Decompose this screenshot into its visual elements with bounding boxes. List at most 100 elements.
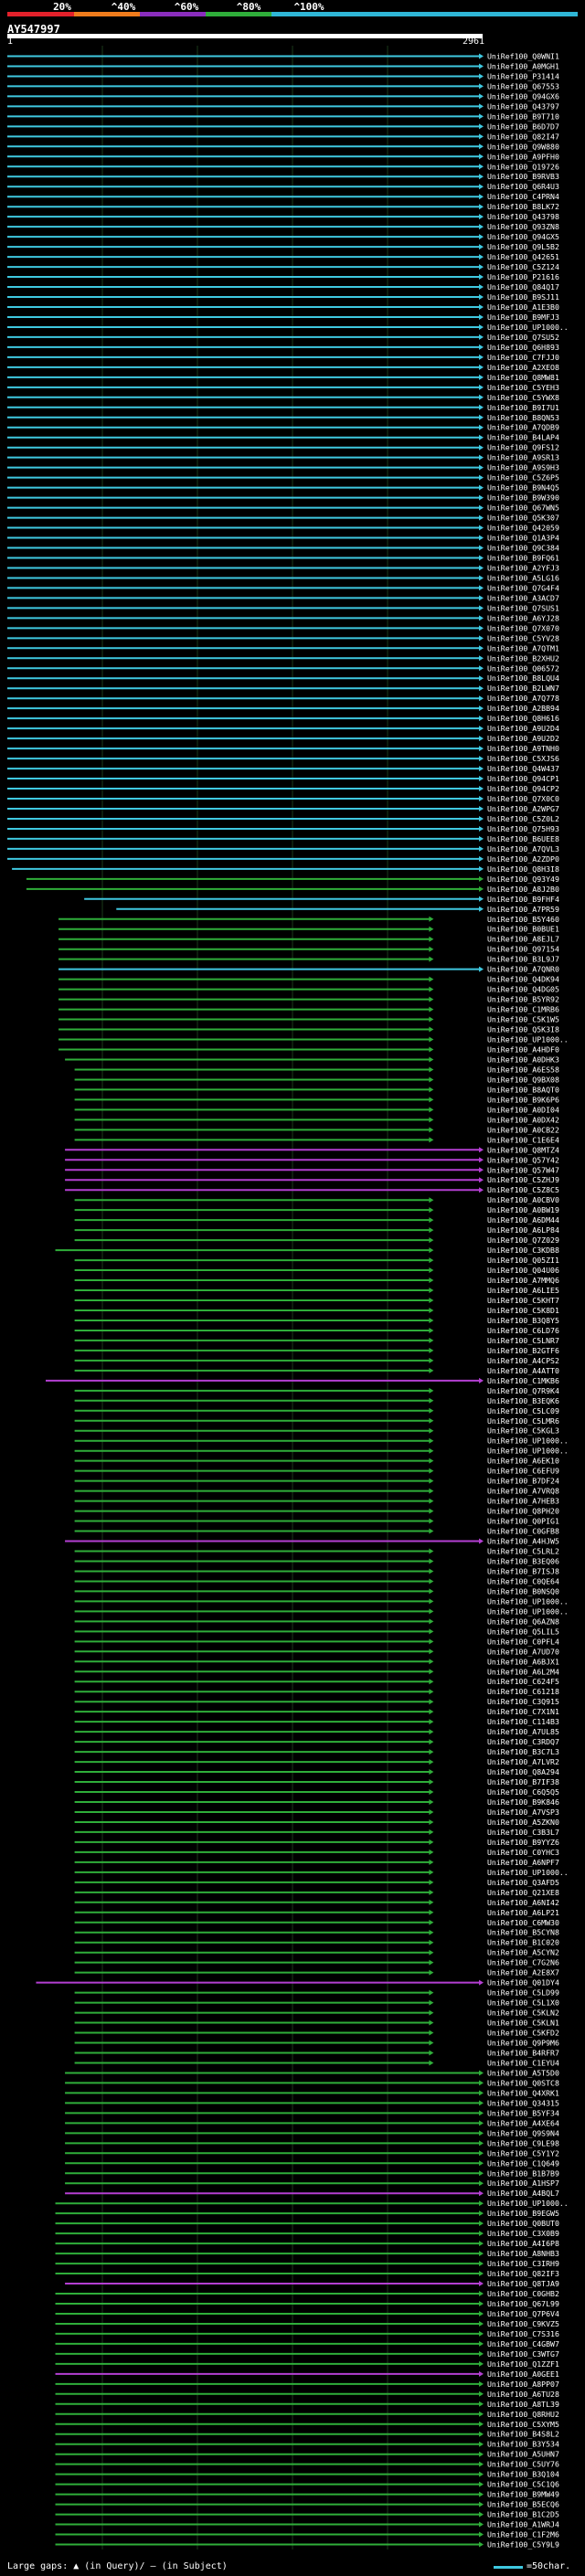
hit-row[interactable]: UniRef100_C5C1Q6: [55, 2480, 559, 2489]
hit-row[interactable]: UniRef100_A6L2M4: [74, 1667, 559, 1676]
hit-label[interactable]: UniRef100_C5KHT7: [487, 1296, 559, 1305]
hit-row[interactable]: UniRef100_Q4XRK1: [65, 2088, 559, 2097]
hit-row[interactable]: UniRef100_A9U2D2: [7, 734, 559, 743]
hit-row[interactable]: UniRef100_A4XE64: [65, 2118, 559, 2127]
hit-label[interactable]: UniRef100_A5CYN2: [487, 1948, 559, 1957]
hit-row[interactable]: UniRef100_C5Z124: [7, 262, 559, 271]
hit-label[interactable]: UniRef100_Q34315: [487, 2098, 559, 2107]
hit-row[interactable]: UniRef100_A7QVL3: [7, 844, 559, 853]
hit-label[interactable]: UniRef100_C5KLN1: [487, 2019, 559, 2028]
hit-label[interactable]: UniRef100_C5Z0L2: [487, 814, 559, 823]
hit-label[interactable]: UniRef100_P21616: [487, 272, 559, 281]
hit-label[interactable]: UniRef100_A8EJL7: [487, 935, 559, 944]
hit-label[interactable]: UniRef100_C7S316: [487, 2329, 559, 2338]
hit-label[interactable]: UniRef100_B9K6P6: [487, 1095, 559, 1104]
hit-row[interactable]: UniRef100_A5UHN7: [55, 2450, 559, 2459]
hit-label[interactable]: UniRef100_Q93ZN8: [487, 222, 559, 231]
hit-label[interactable]: UniRef100_Q94CP1: [487, 774, 559, 783]
hit-label[interactable]: UniRef100_C0QE64: [487, 1576, 559, 1585]
hit-label[interactable]: UniRef100_A3ACD7: [487, 593, 559, 602]
hit-label[interactable]: UniRef100_Q7P6V4: [487, 2309, 559, 2318]
hit-label[interactable]: UniRef100_A0MGH1: [487, 61, 559, 70]
hit-row[interactable]: UniRef100_Q21XE8: [74, 1888, 559, 1897]
hit-label[interactable]: UniRef100_Q5K3I8: [487, 1025, 559, 1034]
hit-label[interactable]: UniRef100_A6ES58: [487, 1065, 559, 1074]
hit-label[interactable]: UniRef100_UP1000..: [487, 323, 569, 332]
hit-label[interactable]: UniRef100_B1C2D5: [487, 2510, 559, 2519]
hit-row[interactable]: UniRef100_A7QNR0: [58, 965, 559, 974]
hit-label[interactable]: UniRef100_Q04U06: [487, 1266, 559, 1275]
hit-label[interactable]: UniRef100_B1C020: [487, 1938, 559, 1947]
hit-row[interactable]: UniRef100_C5YWX8: [7, 393, 559, 402]
hit-label[interactable]: UniRef100_B5CYN8: [487, 1928, 559, 1937]
hit-row[interactable]: UniRef100_Q8RHU2: [55, 2410, 559, 2419]
hit-label[interactable]: UniRef100_C5KFD2: [487, 2029, 559, 2038]
hit-row[interactable]: UniRef100_C5YV28: [7, 633, 559, 642]
hit-label[interactable]: UniRef100_UP1000..: [487, 1447, 569, 1456]
hit-row[interactable]: UniRef100_UP1000..: [58, 1035, 569, 1044]
hit-label[interactable]: UniRef100_A8PP07: [487, 2380, 559, 2389]
hit-label[interactable]: UniRef100_B9N4Q5: [487, 483, 559, 493]
hit-row[interactable]: UniRef100_C7S316: [55, 2329, 559, 2338]
hit-row[interactable]: UniRef100_C5LC09: [74, 1406, 559, 1415]
hit-label[interactable]: UniRef100_Q9S9N4: [487, 2128, 559, 2137]
hit-label[interactable]: UniRef100_C3X0B9: [487, 2229, 559, 2238]
hit-row[interactable]: UniRef100_Q8TJA9: [65, 2279, 559, 2288]
hit-label[interactable]: UniRef100_C9LE98: [487, 2138, 559, 2147]
hit-label[interactable]: UniRef100_A7VSP3: [487, 1807, 559, 1817]
hit-label[interactable]: UniRef100_A0DHK3: [487, 1055, 559, 1064]
hit-row[interactable]: UniRef100_A8J2B0: [26, 885, 559, 894]
hit-row[interactable]: UniRef100_A6DM44: [74, 1215, 559, 1224]
hit-label[interactable]: UniRef100_A0CBV0: [487, 1195, 559, 1204]
hit-label[interactable]: UniRef100_A4I6P8: [487, 2239, 559, 2248]
hit-label[interactable]: UniRef100_C114B3: [487, 1717, 559, 1726]
hit-row[interactable]: UniRef100_Q9S9N4: [65, 2128, 559, 2137]
hit-label[interactable]: UniRef100_Q3AFD5: [487, 1878, 559, 1887]
hit-row[interactable]: UniRef100_A8NHB3: [55, 2249, 559, 2258]
hit-row[interactable]: UniRef100_Q7SU52: [7, 333, 559, 342]
hit-label[interactable]: UniRef100_B5ECQ6: [487, 2500, 559, 2509]
hit-row[interactable]: UniRef100_A6YJ28: [7, 613, 559, 622]
hit-row[interactable]: UniRef100_Q1ZZF1: [55, 2359, 559, 2369]
hit-label[interactable]: UniRef100_A6TU28: [487, 2390, 559, 2399]
hit-label[interactable]: UniRef100_C6EFU9: [487, 1467, 559, 1476]
hit-label[interactable]: UniRef100_C5K1W5: [487, 1015, 559, 1024]
hit-label[interactable]: UniRef100_Q9FS12: [487, 443, 559, 452]
hit-row[interactable]: UniRef100_A0DI04: [74, 1105, 559, 1114]
hit-row[interactable]: UniRef100_B2GTF6: [74, 1346, 559, 1355]
hit-label[interactable]: UniRef100_Q8MW81: [487, 373, 559, 382]
hit-label[interactable]: UniRef100_B8AQT0: [487, 1085, 559, 1094]
hit-label[interactable]: UniRef100_C5Y1Y2: [487, 2148, 559, 2157]
hit-row[interactable]: UniRef100_B9MFJ3: [7, 313, 559, 322]
hit-label[interactable]: UniRef100_A1HSP7: [487, 2178, 559, 2188]
hit-label[interactable]: UniRef100_Q57W47: [487, 1165, 559, 1174]
hit-row[interactable]: UniRef100_C9LE98: [65, 2138, 559, 2147]
hit-row[interactable]: UniRef100_C114B3: [74, 1717, 559, 1726]
hit-row[interactable]: UniRef100_B4RFR7: [74, 2048, 559, 2057]
hit-label[interactable]: UniRef100_A0DI04: [487, 1105, 559, 1114]
hit-label[interactable]: UniRef100_A7QVL3: [487, 844, 559, 853]
hit-row[interactable]: UniRef100_A6NI42: [74, 1898, 559, 1907]
hit-row[interactable]: UniRef100_Q9C384: [7, 544, 559, 553]
hit-row[interactable]: UniRef100_Q43797: [7, 101, 559, 111]
hit-label[interactable]: UniRef100_Q82IF3: [487, 2269, 559, 2278]
hit-label[interactable]: UniRef100_Q82I47: [487, 132, 559, 141]
hit-label[interactable]: UniRef100_Q4XRK1: [487, 2088, 559, 2097]
hit-label[interactable]: UniRef100_Q4DG05: [487, 985, 559, 994]
hit-label[interactable]: UniRef100_A5LG16: [487, 573, 559, 582]
hit-label[interactable]: UniRef100_C5KGL3: [487, 1426, 559, 1436]
hit-label[interactable]: UniRef100_C5Z6P5: [487, 473, 559, 482]
hit-row[interactable]: UniRef100_Q42059: [7, 524, 559, 533]
hit-row[interactable]: UniRef100_B9K6P6: [74, 1095, 559, 1104]
hit-label[interactable]: UniRef100_A0DX42: [487, 1115, 559, 1124]
hit-row[interactable]: UniRef100_B0BUE1: [58, 925, 559, 934]
hit-row[interactable]: UniRef100_B5Y460: [58, 915, 559, 924]
hit-row[interactable]: UniRef100_B6D7D7: [7, 122, 559, 131]
hit-label[interactable]: UniRef100_Q8PH20: [487, 1507, 559, 1516]
hit-label[interactable]: UniRef100_Q0BUT0: [487, 2219, 559, 2228]
hit-row[interactable]: UniRef100_Q7Z029: [74, 1235, 559, 1245]
hit-row[interactable]: UniRef100_UP1000..: [74, 1447, 569, 1456]
hit-row[interactable]: UniRef100_UP1000..: [7, 323, 569, 332]
hit-row[interactable]: UniRef100_A2WPG7: [7, 804, 559, 813]
hit-label[interactable]: UniRef100_B6UEE8: [487, 834, 559, 843]
